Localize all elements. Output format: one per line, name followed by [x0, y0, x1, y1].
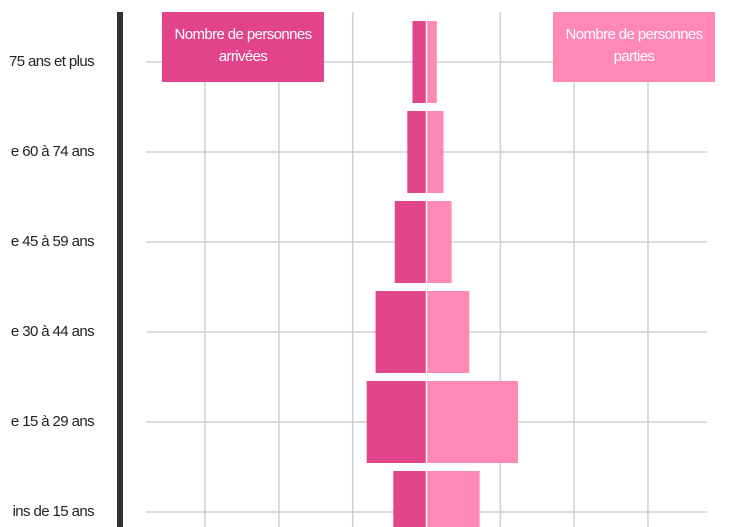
y-tick-label: 75 ans et plus [9, 53, 94, 70]
bar [394, 201, 427, 283]
bar [426, 201, 452, 283]
bar [366, 381, 427, 463]
y-tick-label: e 45 à 59 ans [11, 233, 94, 250]
bar [426, 381, 519, 463]
y-tick-label: e 60 à 74 ans [11, 143, 94, 160]
bar [426, 291, 470, 373]
bar [426, 111, 444, 193]
bar [412, 21, 427, 103]
bar [426, 21, 437, 103]
y-tick-label: e 30 à 44 ans [11, 323, 94, 340]
bar [375, 291, 427, 373]
y-tick-label: ins de 15 ans [13, 503, 95, 520]
legend-entry: Nombre de personnes arrivées [162, 12, 324, 82]
bar [407, 111, 427, 193]
bar [393, 471, 427, 527]
bar [426, 471, 480, 527]
axis-bar [117, 12, 123, 527]
legend-entry: Nombre de personnes parties [553, 12, 715, 82]
y-tick-label: e 15 à 29 ans [11, 413, 94, 430]
